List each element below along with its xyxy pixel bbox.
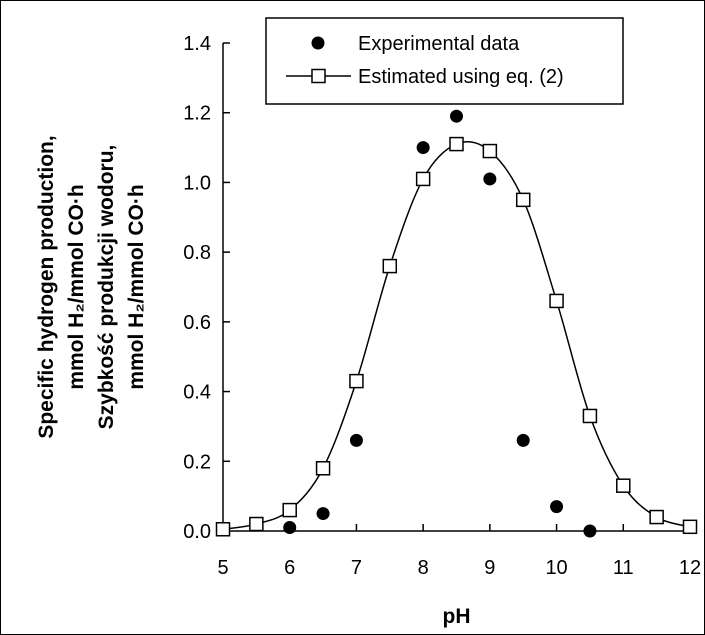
x-tick-label: 7 bbox=[351, 557, 362, 579]
estimated-data-point bbox=[282, 502, 297, 518]
estimated-data-point bbox=[549, 293, 564, 309]
y-axis-label-line: Specific hydrogen production, bbox=[35, 135, 58, 438]
y-tick-label: 0.6 bbox=[183, 312, 211, 334]
y-tick-label: 1.2 bbox=[183, 103, 211, 125]
estimated-curve-line bbox=[222, 141, 691, 530]
estimated-data-point bbox=[415, 171, 431, 187]
legend: Experimental data Estimated using eq. (2) bbox=[265, 17, 624, 105]
estimated-data-point bbox=[449, 136, 464, 152]
estimated-data-point bbox=[349, 373, 364, 389]
experimental-data-point bbox=[416, 141, 430, 155]
experimental-data-point bbox=[283, 521, 297, 535]
experimental-data-point bbox=[316, 507, 330, 521]
estimated-data-point bbox=[315, 461, 331, 476]
y-tick-label: 0.2 bbox=[183, 451, 211, 473]
estimated-data-point bbox=[215, 522, 231, 537]
estimated-data-point bbox=[249, 516, 264, 532]
x-tick-label: 12 bbox=[679, 557, 701, 579]
estimated-data-point bbox=[582, 408, 598, 424]
estimated-data-point bbox=[515, 192, 531, 208]
estimated-data-point bbox=[682, 519, 698, 535]
estimated-data-point bbox=[382, 258, 398, 274]
experimental-data-point bbox=[516, 433, 530, 447]
x-tick-label: 9 bbox=[484, 557, 495, 579]
y-tick-label: 1.4 bbox=[183, 33, 211, 55]
x-tick-label: 10 bbox=[545, 557, 567, 579]
legend-experimental-label: Experimental data bbox=[358, 33, 520, 55]
y-axis-label-line: mmol H₂/mmol CO·h bbox=[125, 184, 148, 389]
labels-layer: pH Specific hydrogen production, mmol H₂/m… bbox=[35, 135, 471, 628]
legend-estimated-marker bbox=[311, 68, 326, 84]
legend-experimental-marker bbox=[311, 36, 325, 50]
x-axis-label: pH bbox=[443, 605, 471, 628]
y-axis-label: Specific hydrogen production, mmol H₂/mmo… bbox=[35, 135, 148, 438]
y-axis-label-line: Szybkość produkcji wodoru, bbox=[95, 145, 118, 430]
experimental-data-point bbox=[483, 172, 497, 186]
marks-layer bbox=[215, 109, 698, 538]
estimated-data-point bbox=[616, 478, 631, 493]
y-tick-label: 0.4 bbox=[183, 382, 211, 404]
y-tick-label: 0.8 bbox=[183, 242, 211, 264]
experimental-data-point bbox=[349, 433, 363, 447]
curve-layer bbox=[222, 141, 691, 530]
experimental-data-point bbox=[550, 500, 564, 514]
x-tick-label: 11 bbox=[613, 557, 634, 579]
y-axis-label-line: mmol H₂/mmol CO·h bbox=[65, 184, 88, 389]
x-tick-label: 8 bbox=[418, 557, 429, 579]
x-tick-label: 5 bbox=[217, 557, 228, 579]
x-tick-label: 6 bbox=[284, 557, 295, 579]
estimated-data-point bbox=[482, 143, 498, 159]
y-tick-label: 0.0 bbox=[183, 521, 211, 543]
legend-estimated-label: Estimated using eq. (2) bbox=[358, 66, 564, 88]
legend-box bbox=[265, 17, 624, 105]
experimental-data-point bbox=[583, 524, 597, 538]
estimated-data-point bbox=[649, 509, 664, 525]
y-tick-label: 1.0 bbox=[183, 172, 211, 194]
axes-layer: 0.0 0.2 0.4 0.6 0.8 1.0 1.2 1.4 5 6 7 8 9 10 11 12 bbox=[183, 33, 701, 579]
experimental-data-point bbox=[450, 109, 463, 123]
